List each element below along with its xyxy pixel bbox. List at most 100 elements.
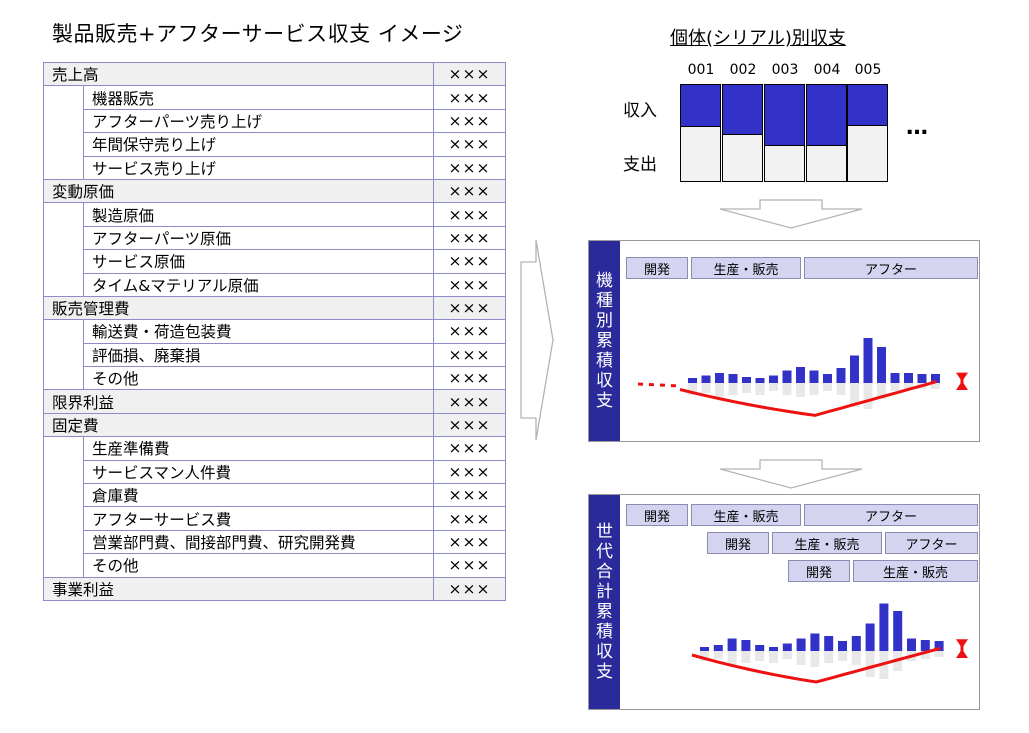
income-bar bbox=[934, 641, 944, 651]
row-label: その他 bbox=[83, 553, 434, 578]
income-bar bbox=[865, 623, 875, 651]
income-bar bbox=[769, 647, 778, 651]
row-value: ××× bbox=[433, 553, 506, 578]
row-label: 倉庫費 bbox=[83, 483, 434, 508]
table-header-row: 限界利益 ××× bbox=[43, 389, 506, 414]
serial-number: 003 bbox=[771, 62, 799, 78]
serial-unit-box bbox=[847, 84, 888, 182]
indent-cell bbox=[43, 109, 84, 133]
row-value: ××× bbox=[433, 436, 506, 461]
expense-bar bbox=[851, 651, 861, 665]
indent-cell bbox=[43, 530, 84, 554]
table-row: 年間保守売り上げ ××× bbox=[43, 132, 506, 157]
row-label: 限界利益 bbox=[43, 389, 434, 414]
expense-bar bbox=[904, 383, 913, 391]
serial-title: 個体(シリアル)別収支 bbox=[670, 28, 846, 49]
row-value: ××× bbox=[433, 225, 506, 251]
row-label: 年間保守売り上げ bbox=[83, 132, 434, 157]
side-label-char: 積 bbox=[596, 622, 613, 642]
indent-cell bbox=[43, 319, 84, 344]
expense-bar bbox=[890, 383, 900, 391]
row-label: 固定費 bbox=[43, 412, 434, 438]
expense-bar bbox=[701, 383, 711, 393]
table-header-row: 売上高 ××× bbox=[43, 61, 506, 87]
row-value: ××× bbox=[433, 178, 506, 204]
expense-bar bbox=[920, 651, 930, 659]
indent-cell bbox=[43, 156, 84, 180]
side-label-char: 支 bbox=[596, 662, 613, 682]
income-bar bbox=[824, 636, 834, 651]
model-cumulative-panel: 機種別累積収支 開発 生産・販売 アフター bbox=[588, 240, 980, 442]
income-bar bbox=[890, 373, 900, 383]
phase-0: 開発 bbox=[707, 532, 769, 554]
row-label: アフターパーツ原価 bbox=[83, 225, 434, 251]
projection-line bbox=[637, 382, 681, 388]
side-label-char: 収 bbox=[596, 371, 613, 391]
row-value: ××× bbox=[433, 366, 506, 391]
side-label-char: 代 bbox=[596, 542, 613, 562]
row-label: 営業部門費、間接部門費、研究開発費 bbox=[83, 529, 434, 555]
expense-bar bbox=[810, 651, 820, 667]
serial-unit-box bbox=[680, 84, 721, 182]
expense-bar bbox=[934, 651, 944, 657]
indent-cell bbox=[43, 553, 84, 578]
right-arrow-icon bbox=[520, 239, 554, 441]
model-chart bbox=[637, 338, 968, 417]
row-value: ××× bbox=[433, 576, 506, 601]
phase-2: アフター bbox=[804, 257, 978, 279]
income-bar bbox=[877, 347, 886, 383]
side-label-char: 計 bbox=[596, 582, 613, 602]
income-fill bbox=[723, 85, 762, 135]
phase-1: 生産・販売 bbox=[853, 560, 978, 582]
expense-bar bbox=[782, 651, 792, 659]
side-label-char: 機 bbox=[596, 271, 613, 291]
row-label: その他 bbox=[83, 366, 434, 391]
row-label: サービス売り上げ bbox=[83, 155, 434, 180]
indent-cell bbox=[43, 85, 84, 110]
row-value: ××× bbox=[433, 155, 506, 180]
income-bar bbox=[782, 643, 792, 651]
income-bar bbox=[755, 645, 765, 651]
serial-number: 004 bbox=[813, 62, 841, 78]
row-label: アフターパーツ売り上げ bbox=[83, 108, 434, 134]
table-row: サービスマン人件費 ××× bbox=[43, 459, 506, 485]
row-value: ××× bbox=[433, 249, 506, 274]
row-value: ××× bbox=[433, 61, 506, 87]
row-value: ××× bbox=[433, 529, 506, 555]
phase-0: 開発 bbox=[626, 257, 688, 279]
phase-1: 生産・販売 bbox=[691, 257, 801, 279]
phase-1: 生産・販売 bbox=[772, 532, 882, 554]
table-row: アフターパーツ原価 ××× bbox=[43, 225, 506, 251]
phase-1: 生産・販売 bbox=[691, 504, 801, 526]
income-bar bbox=[700, 647, 709, 651]
table-row: 機器販売 ××× bbox=[43, 85, 506, 110]
row-label: 生産準備費 bbox=[83, 436, 434, 461]
table-header-row: 事業利益 ××× bbox=[43, 576, 506, 601]
expense-bar bbox=[931, 383, 940, 389]
table-header-row: 販売管理費 ××× bbox=[43, 295, 506, 321]
expense-bar bbox=[863, 383, 873, 409]
expense-bar bbox=[728, 383, 738, 395]
row-label: 評価損、廃棄損 bbox=[83, 342, 434, 368]
side-label-char: 積 bbox=[596, 351, 613, 371]
row-label: タイム&マテリアル原価 bbox=[83, 272, 434, 297]
row-value: ××× bbox=[433, 483, 506, 508]
income-bar bbox=[796, 367, 805, 383]
phase-0: 開発 bbox=[788, 560, 850, 582]
table-row: その他 ××× bbox=[43, 366, 506, 391]
row-value: ××× bbox=[433, 319, 506, 344]
table-row: アフターサービス費 ××× bbox=[43, 506, 506, 531]
income-bar bbox=[741, 640, 751, 651]
expense-bar bbox=[865, 651, 875, 677]
indent-cell bbox=[43, 202, 84, 227]
side-label-char: 別 bbox=[596, 311, 613, 331]
indent-cell bbox=[43, 343, 84, 367]
expense-bar bbox=[838, 651, 847, 661]
serial-unit-box bbox=[806, 84, 847, 182]
expense-bar bbox=[769, 383, 778, 391]
serial-unit-box bbox=[722, 84, 763, 182]
side-label-char: 種 bbox=[596, 291, 613, 311]
serial-number: 001 bbox=[687, 62, 715, 78]
row-label: 製造原価 bbox=[83, 202, 434, 227]
row-label: 変動原価 bbox=[43, 178, 434, 204]
